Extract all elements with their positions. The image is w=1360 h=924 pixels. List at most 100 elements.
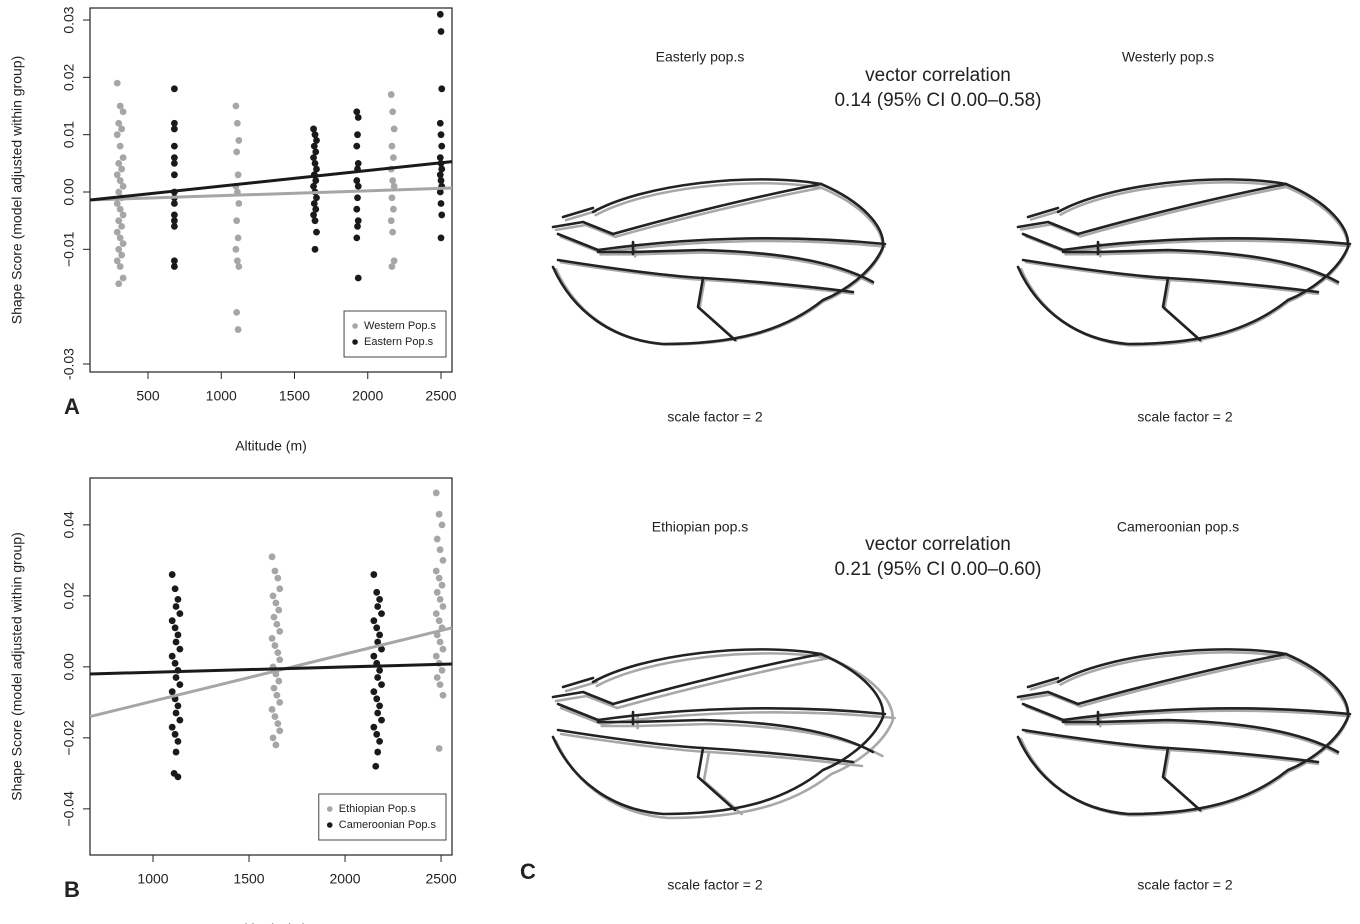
points <box>113 10 446 333</box>
y-axis-label: Shape Score (model adjusted within group… <box>9 532 25 801</box>
point <box>390 125 398 133</box>
point <box>437 234 445 242</box>
point <box>311 131 319 139</box>
point <box>432 652 440 660</box>
point <box>168 723 176 731</box>
point <box>234 171 242 179</box>
point <box>174 702 182 710</box>
wing-shape <box>551 648 887 816</box>
point <box>170 119 178 127</box>
point <box>438 521 446 529</box>
point <box>437 200 445 207</box>
point <box>378 645 385 653</box>
plot-frame <box>89 7 453 373</box>
legend-marker <box>352 323 358 329</box>
point <box>354 114 362 121</box>
point <box>387 91 395 98</box>
point <box>374 638 382 646</box>
point <box>373 588 381 596</box>
point <box>310 182 317 190</box>
scale-label: scale factor = 2 <box>1137 877 1233 893</box>
point <box>438 85 446 93</box>
point <box>270 613 278 621</box>
point <box>439 691 447 699</box>
point <box>269 592 277 600</box>
point <box>432 489 440 497</box>
scale-label: scale factor = 2 <box>667 877 763 893</box>
point <box>170 200 178 207</box>
point <box>313 137 320 144</box>
wing-shape <box>554 181 886 346</box>
wing-shape <box>1016 178 1352 346</box>
point <box>272 741 280 749</box>
point <box>372 762 380 770</box>
point <box>370 617 378 625</box>
legend-marker <box>326 822 333 828</box>
wing-label: Westerly pop.s <box>1122 49 1214 65</box>
point <box>439 603 447 610</box>
point <box>390 257 398 265</box>
panel-label: A <box>64 394 80 419</box>
fit-line <box>89 160 453 202</box>
point <box>115 217 123 225</box>
point <box>312 177 320 184</box>
point <box>436 119 444 127</box>
point <box>116 205 124 213</box>
point <box>436 188 444 196</box>
legend: Western Pop.s Eastern Pop.s <box>343 310 447 358</box>
point <box>312 205 320 213</box>
point <box>310 142 318 150</box>
point <box>268 553 276 561</box>
point <box>118 165 126 173</box>
point <box>311 217 319 225</box>
point <box>436 546 444 554</box>
legend-entry: Western Pop.s <box>364 320 436 332</box>
point <box>234 234 242 242</box>
point <box>438 211 446 219</box>
point <box>172 638 180 646</box>
point <box>273 691 281 699</box>
x-tick-label: 1000 <box>137 871 168 887</box>
y-tick-label: -0.03 <box>61 348 77 380</box>
point <box>233 119 241 127</box>
correlation-stat: 0.21 (95% CI 0.00–0.60) <box>834 559 1041 580</box>
point <box>276 627 284 635</box>
point <box>118 223 126 230</box>
point <box>432 567 440 575</box>
point <box>274 720 282 728</box>
y-tick-label: 0.04 <box>61 511 77 538</box>
point <box>313 194 320 202</box>
point <box>390 154 397 162</box>
point <box>170 142 178 150</box>
point <box>119 182 127 190</box>
point <box>438 581 446 589</box>
y-tick-label: 0.02 <box>61 64 77 91</box>
point <box>115 119 123 127</box>
point <box>433 674 441 681</box>
point <box>275 606 283 614</box>
correlation-title: vector correlation <box>865 534 1011 555</box>
point <box>171 585 179 593</box>
point <box>373 695 381 703</box>
x-axis-label: Altitude (m) <box>235 438 307 454</box>
point <box>438 667 446 674</box>
point <box>436 596 444 603</box>
legend: Ethiopian Pop.s Cameroonian Pop.s <box>318 793 447 841</box>
point <box>119 211 127 219</box>
point <box>269 734 277 742</box>
point <box>119 154 127 162</box>
legend-entry: Ethiopian Pop.s <box>339 803 417 815</box>
point <box>374 674 382 681</box>
point <box>119 108 127 116</box>
point <box>174 738 182 745</box>
point <box>354 217 362 225</box>
points <box>168 489 447 781</box>
legend-entry: Eastern Pop.s <box>364 336 434 348</box>
point <box>354 131 361 139</box>
point <box>436 681 444 689</box>
correlation-stat: 0.14 (95% CI 0.00–0.58) <box>834 90 1041 111</box>
point <box>235 137 243 144</box>
point <box>376 596 383 603</box>
point <box>171 624 179 632</box>
x-tick-label: 2500 <box>425 871 456 887</box>
